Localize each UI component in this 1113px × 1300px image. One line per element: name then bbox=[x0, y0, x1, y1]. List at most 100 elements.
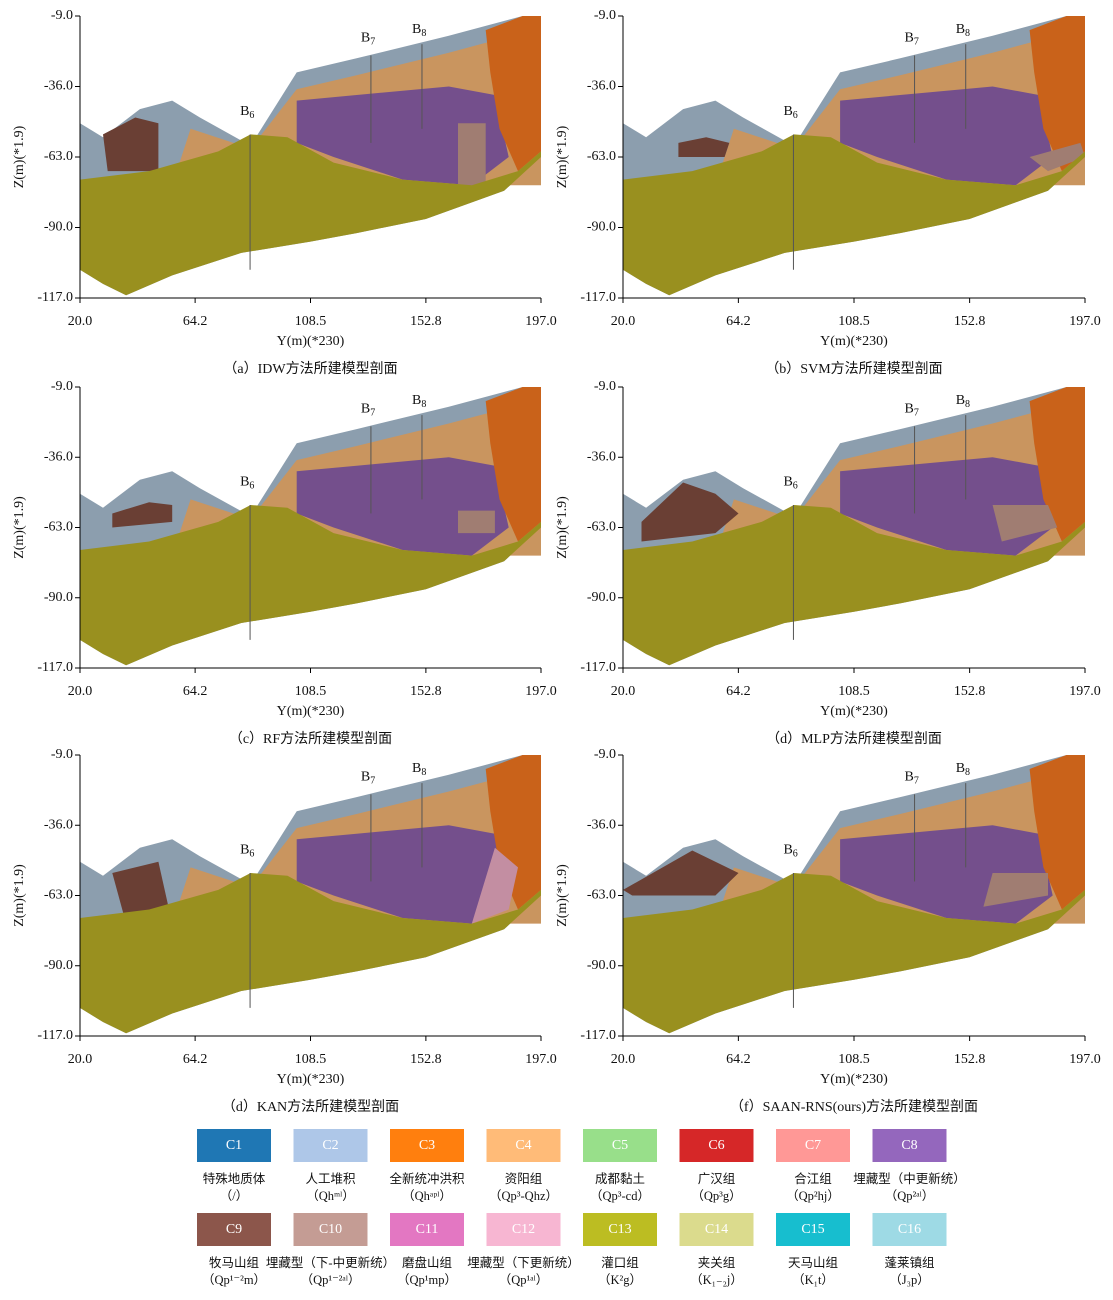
x-axis-title: Y(m)(*230) bbox=[277, 704, 345, 719]
y-tick-label: -36.0 bbox=[587, 449, 616, 464]
x-tick-label: 20.0 bbox=[68, 684, 93, 699]
borehole-name: B bbox=[956, 393, 965, 408]
borehole-name: B bbox=[240, 843, 249, 858]
borehole-sub: 8 bbox=[421, 399, 426, 410]
borehole-label: B6 bbox=[783, 475, 797, 492]
layer-mumashan bbox=[103, 118, 158, 172]
borehole-sub: 6 bbox=[793, 849, 798, 860]
borehole-name: B bbox=[361, 770, 370, 785]
x-tick-label: 152.8 bbox=[954, 1052, 986, 1067]
y-tick-label: -36.0 bbox=[587, 817, 616, 832]
legend-name: 蓬莱镇组 bbox=[884, 1256, 934, 1270]
y-tick-label: -9.0 bbox=[594, 747, 616, 762]
borehole-label: B6 bbox=[240, 843, 254, 860]
y-tick-label: -9.0 bbox=[51, 747, 73, 762]
x-tick-label: 152.8 bbox=[410, 314, 442, 329]
borehole-label: B7 bbox=[905, 31, 919, 48]
legend-code: C12 bbox=[512, 1222, 535, 1237]
x-axis-title: Y(m)(*230) bbox=[820, 1072, 888, 1087]
y-tick-label: -117.0 bbox=[580, 660, 616, 675]
borehole-name: B bbox=[783, 475, 792, 490]
borehole-label: B8 bbox=[412, 393, 426, 410]
legend-code: C2 bbox=[322, 1138, 338, 1153]
legend-symbol: （Qp¹mp） bbox=[397, 1273, 457, 1287]
layer-buried-lower bbox=[458, 511, 495, 533]
borehole-name: B bbox=[361, 31, 370, 46]
borehole-label: B8 bbox=[956, 22, 970, 39]
x-tick-label: 64.2 bbox=[183, 684, 208, 699]
borehole-name: B bbox=[905, 770, 914, 785]
x-axis-title: Y(m)(*230) bbox=[820, 334, 888, 349]
x-tick-label: 20.0 bbox=[68, 1052, 93, 1067]
borehole-sub: 6 bbox=[793, 481, 798, 492]
panel-caption: （a）IDW方法所建模型剖面 bbox=[223, 361, 397, 377]
y-tick-label: -117.0 bbox=[37, 290, 73, 305]
borehole-label: B7 bbox=[361, 31, 375, 48]
legend-name: 全新统冲洪积 bbox=[389, 1171, 464, 1186]
x-tick-label: 64.2 bbox=[726, 314, 751, 329]
x-tick-label: 20.0 bbox=[611, 684, 636, 699]
legend-name: 天马山组 bbox=[788, 1256, 838, 1270]
x-tick-label: 20.0 bbox=[611, 1052, 636, 1067]
y-tick-label: -63.0 bbox=[587, 888, 616, 903]
legend-code: C15 bbox=[801, 1222, 824, 1237]
borehole-name: B bbox=[956, 22, 965, 37]
x-tick-label: 152.8 bbox=[954, 684, 986, 699]
borehole-sub: 7 bbox=[914, 37, 919, 48]
y-tick-label: -90.0 bbox=[587, 590, 616, 605]
borehole-name: B bbox=[905, 31, 914, 46]
x-tick-label: 64.2 bbox=[726, 684, 751, 699]
legend-name: 广汉组 bbox=[698, 1172, 736, 1186]
borehole-name: B bbox=[240, 104, 249, 119]
borehole-name: B bbox=[412, 393, 421, 408]
x-tick-label: 197.0 bbox=[1069, 1052, 1101, 1067]
x-axis-title: Y(m)(*230) bbox=[820, 704, 888, 719]
x-tick-label: 152.8 bbox=[410, 684, 442, 699]
legend-name: 资阳组 bbox=[505, 1172, 543, 1186]
legend-name: 埋藏型（中更新统） bbox=[853, 1171, 966, 1186]
legend-symbol: （Qp¹⁻²m） bbox=[202, 1273, 266, 1287]
borehole-sub: 6 bbox=[249, 110, 254, 121]
borehole-name: B bbox=[240, 475, 249, 490]
legend-code: C5 bbox=[612, 1138, 628, 1153]
y-tick-label: -9.0 bbox=[51, 379, 73, 394]
borehole-name: B bbox=[412, 22, 421, 37]
legend-symbol: （K₁t） bbox=[792, 1273, 834, 1287]
legend-symbol: （Qp³-Qhz） bbox=[489, 1189, 558, 1203]
page: B6B7B8-9.0-36.0-63.0-90.0-117.020.064.21… bbox=[0, 0, 1113, 1300]
legend-symbol: （Qp³g） bbox=[691, 1189, 741, 1203]
y-tick-label: -90.0 bbox=[587, 958, 616, 973]
legend-symbol: （/） bbox=[220, 1189, 248, 1203]
y-tick-label: -63.0 bbox=[587, 149, 616, 164]
borehole-name: B bbox=[361, 402, 370, 417]
borehole-label: B7 bbox=[905, 402, 919, 419]
borehole-label: B8 bbox=[412, 22, 426, 39]
borehole-sub: 7 bbox=[370, 408, 375, 419]
legend-name: 埋藏型（下-中更新统） bbox=[266, 1255, 395, 1270]
borehole-label: B8 bbox=[956, 761, 970, 778]
borehole-label: B6 bbox=[783, 104, 797, 121]
y-axis-title: Z(m)(*1.9) bbox=[555, 125, 570, 188]
borehole-label: B6 bbox=[783, 843, 797, 860]
x-tick-label: 197.0 bbox=[525, 684, 557, 699]
y-axis-title: Z(m)(*1.9) bbox=[555, 496, 570, 559]
y-tick-label: -63.0 bbox=[587, 520, 616, 535]
panel-caption: （f）SAAN-RNS(ours)方法所建模型剖面 bbox=[730, 1099, 978, 1115]
y-tick-label: -117.0 bbox=[37, 660, 73, 675]
y-tick-label: -63.0 bbox=[44, 149, 73, 164]
borehole-name: B bbox=[783, 104, 792, 119]
panel-caption: （c）RF方法所建模型剖面 bbox=[229, 731, 392, 747]
borehole-sub: 8 bbox=[421, 767, 426, 778]
y-tick-label: -36.0 bbox=[44, 449, 73, 464]
y-tick-label: -36.0 bbox=[44, 79, 73, 94]
legend-name: 灌口组 bbox=[601, 1256, 639, 1270]
y-tick-label: -9.0 bbox=[594, 379, 616, 394]
y-axis-title: Z(m)(*1.9) bbox=[12, 864, 27, 927]
x-tick-label: 64.2 bbox=[183, 1052, 208, 1067]
y-tick-label: -63.0 bbox=[44, 520, 73, 535]
y-axis-title: Z(m)(*1.9) bbox=[12, 125, 27, 188]
borehole-sub: 8 bbox=[421, 28, 426, 39]
